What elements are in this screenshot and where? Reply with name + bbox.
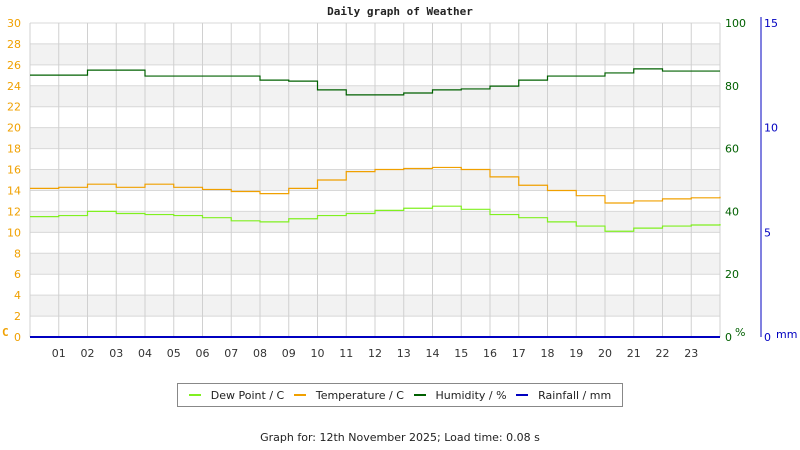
x-tick-label: 22 — [656, 347, 670, 360]
x-tick-label: 01 — [52, 347, 66, 360]
y-left-tick-label: 8 — [14, 247, 21, 260]
y-right-rainfall-unit: mm — [776, 328, 797, 341]
y-right-rainfall-tick-label: 10 — [764, 122, 778, 135]
x-tick-label: 07 — [224, 347, 238, 360]
y-left-tick-label: 4 — [14, 289, 21, 302]
x-tick-label: 06 — [196, 347, 210, 360]
y-right-humidity-tick-label: 100 — [725, 17, 746, 30]
x-tick-label: 10 — [311, 347, 325, 360]
y-right-humidity-tick-label: 80 — [725, 80, 739, 93]
x-tick-label: 11 — [339, 347, 353, 360]
y-left-tick-label: 2 — [14, 310, 21, 323]
x-tick-label: 03 — [109, 347, 123, 360]
y-right-rainfall-tick-label: 15 — [764, 17, 778, 30]
x-tick-label: 17 — [512, 347, 526, 360]
legend-swatch-humidity — [413, 394, 426, 396]
y-left-tick-label: 20 — [7, 122, 21, 135]
x-tick-label: 02 — [81, 347, 95, 360]
y-left-tick-label: 22 — [7, 101, 21, 114]
y-right-humidity-tick-label: 60 — [725, 143, 739, 156]
y-left-tick-label: 14 — [7, 184, 21, 197]
y-left-tick-label: 12 — [7, 205, 21, 218]
y-right-rainfall-tick-label: 5 — [764, 226, 771, 239]
y-left-unit: C — [2, 326, 9, 339]
x-tick-label: 13 — [397, 347, 411, 360]
y-right-humidity-tick-label: 20 — [725, 268, 739, 281]
graph-footer: Graph for: 12th November 2025; Load time… — [260, 431, 540, 444]
legend-swatch-temperature — [293, 394, 306, 396]
series-line-dew — [30, 205, 721, 232]
legend-swatch-dew-point — [188, 394, 201, 396]
y-left-tick-label: 18 — [7, 143, 21, 156]
series-line-temperature — [30, 166, 721, 204]
legend-label: Temperature / C — [315, 388, 404, 402]
y-left-tick-label: 6 — [14, 268, 21, 281]
x-tick-label: 08 — [253, 347, 267, 360]
chart-legend: Dew Point / C Temperature / C Humidity /… — [177, 383, 623, 407]
x-tick-label: 18 — [541, 347, 555, 360]
x-tick-label: 05 — [167, 347, 181, 360]
x-tick-label: 12 — [368, 347, 382, 360]
legend-label: Rainfall / mm — [538, 388, 612, 402]
x-tick-label: 04 — [138, 347, 152, 360]
y-left-tick-label: 0 — [14, 331, 21, 344]
x-tick-label: 23 — [684, 347, 698, 360]
x-tick-label: 14 — [426, 347, 440, 360]
series-line-humidity — [30, 68, 720, 96]
legend-item-rainfall: Rainfall / mm — [516, 389, 611, 402]
y-left-tick-label: 28 — [7, 38, 21, 51]
x-tick-label: 19 — [569, 347, 583, 360]
y-right-humidity-unit: % — [735, 326, 745, 339]
legend-label: Dew Point / C — [210, 388, 285, 402]
x-tick-label: 21 — [627, 347, 641, 360]
y-left-tick-label: 30 — [7, 17, 21, 30]
x-tick-label: 16 — [483, 347, 497, 360]
weather-chart: 01 02 03 04 05 06 07 08 09 10 11 12 13 14 15 16 17 18 19 20… — [2, 17, 797, 360]
y-left-tick-label: 16 — [7, 164, 21, 177]
x-tick-label: 09 — [282, 347, 296, 360]
legend-item-dew-point: Dew Point / C — [188, 388, 285, 402]
x-tick-label: 20 — [598, 347, 612, 360]
chart-title: Daily graph of Weather — [327, 5, 473, 18]
legend-item-humidity: Humidity / % — [413, 388, 507, 402]
y-right-humidity-tick-label: 40 — [725, 205, 739, 218]
y-left-tick-label: 10 — [7, 226, 21, 239]
y-left-tick-label: 24 — [7, 80, 21, 93]
legend-item-temperature: Temperature / C — [293, 388, 404, 402]
legend-label: Humidity / % — [435, 388, 507, 402]
y-right-rainfall-tick-label: 0 — [764, 331, 771, 344]
x-tick-label: 15 — [454, 347, 468, 360]
legend-swatch-rainfall — [516, 394, 529, 396]
y-left-tick-label: 26 — [7, 59, 21, 72]
y-right-humidity-tick-label: 0 — [725, 331, 732, 344]
